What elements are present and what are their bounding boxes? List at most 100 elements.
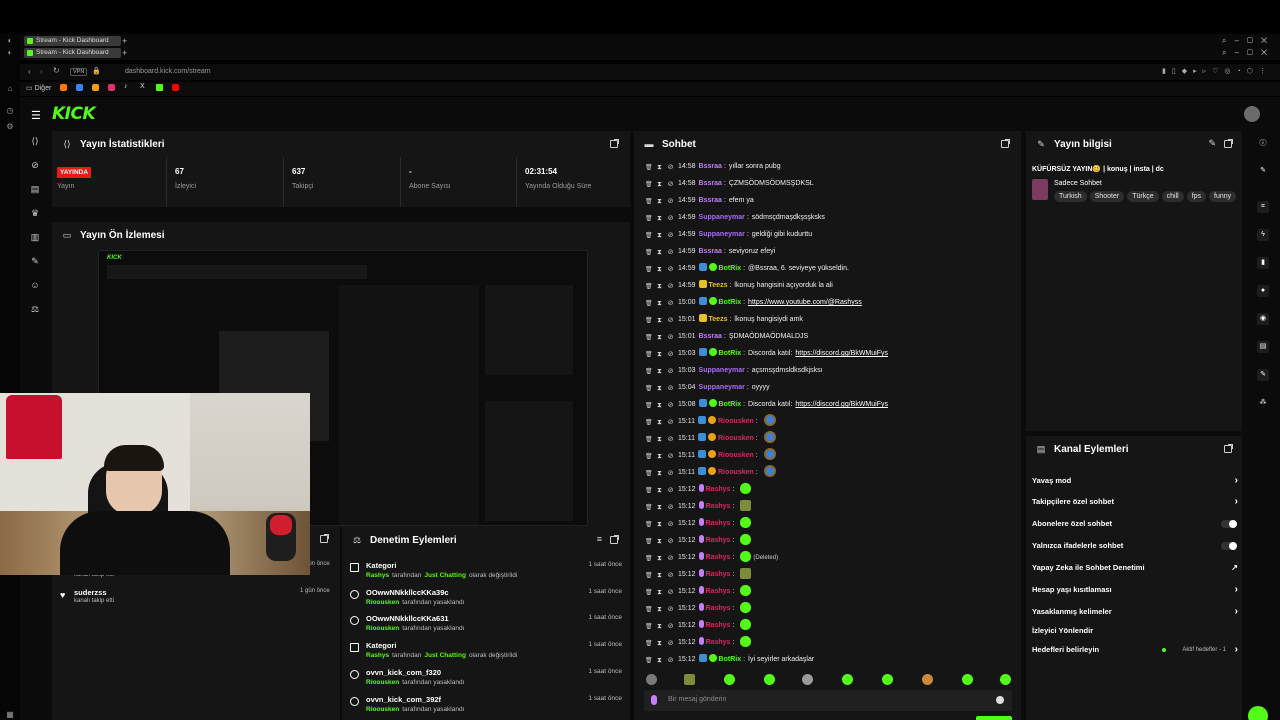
chat-input[interactable]: Bir mesaj gönderin xyxy=(644,690,1012,711)
delete-message-icon[interactable]: 🗑 xyxy=(645,590,653,596)
new-tab-icon[interactable]: + xyxy=(122,48,128,58)
delete-message-icon[interactable]: 🗑 xyxy=(645,454,653,460)
timeout-icon[interactable]: ⧗ xyxy=(657,470,662,477)
ban-icon[interactable]: ⊘ xyxy=(667,470,674,477)
emote-icon[interactable] xyxy=(802,674,813,685)
chat-username[interactable]: Bssraa xyxy=(698,163,722,170)
ban-icon[interactable]: ⊘ xyxy=(667,181,674,188)
moderator-name[interactable]: Rioousken xyxy=(366,625,400,632)
stream-tag[interactable]: funny xyxy=(1209,191,1237,202)
toolbar-icons[interactable]: ▮▯◆▸▹♡◎◔⬡⋮ xyxy=(1162,68,1272,75)
chat-username[interactable]: Rashys xyxy=(705,554,731,561)
ban-icon[interactable]: ⊘ xyxy=(667,606,674,613)
channel-action-row[interactable]: Abonelere özel sohbet xyxy=(1032,517,1240,531)
moderation-row[interactable]: ovvn_kick_com_392f Rioousken tarafından ya… xyxy=(350,695,625,720)
browser-logo-icon[interactable]: ◐ xyxy=(7,36,13,45)
stream-nav-icon[interactable]: ⟨⟩ xyxy=(31,136,39,146)
delete-message-icon[interactable]: 🗑 xyxy=(645,284,653,290)
timeout-icon[interactable]: ⧗ xyxy=(657,368,662,375)
chat-message[interactable]: 🗑 ⧗ ⊘ 14:59 Suppaneymar: geldiği gibi kudurtt… xyxy=(645,226,1015,243)
ban-icon[interactable]: ⊘ xyxy=(667,334,674,341)
chat-message[interactable]: 🗑 ⧗ ⊘ 15:01 Teezs: lkonuş hangisiydi amk xyxy=(645,311,1015,328)
history-icon[interactable]: ◷ xyxy=(6,106,14,115)
ban-icon[interactable]: ⊘ xyxy=(667,487,674,494)
delete-message-icon[interactable]: 🗑 xyxy=(645,403,653,409)
timeout-icon[interactable]: ⧗ xyxy=(657,657,662,664)
help-button[interactable] xyxy=(1248,706,1268,720)
emote-icon[interactable] xyxy=(646,674,657,685)
timeout-icon[interactable]: ⧗ xyxy=(657,555,662,562)
chevron-right-icon[interactable]: › xyxy=(1234,606,1238,617)
chat-username[interactable]: BotRix xyxy=(718,265,742,272)
url-text[interactable]: dashboard.kick.com/stream xyxy=(125,68,211,75)
chat-username[interactable]: Bssraa xyxy=(698,333,722,340)
chat-username[interactable]: Rashys xyxy=(705,486,731,493)
wrench-nav-icon[interactable]: ✎ xyxy=(31,256,39,266)
popout-icon[interactable] xyxy=(610,535,619,544)
hamburger-menu-icon[interactable]: ☰ xyxy=(31,110,41,122)
chat-message[interactable]: 🗑 ⧗ ⊘ 15:00 BotRix: https://www.youtube.com/@… xyxy=(645,294,1015,311)
delete-message-icon[interactable]: 🗑 xyxy=(645,352,653,358)
chat-username[interactable]: Suppaneymar xyxy=(698,367,745,374)
chat-message[interactable]: 🗑 ⧗ ⊘ 15:12 Rashys: xyxy=(645,600,1015,617)
ban-icon[interactable]: ⊘ xyxy=(667,215,674,222)
analytics-nav-icon[interactable]: ▤ xyxy=(30,184,40,194)
document-icon[interactable]: ▮ xyxy=(1257,257,1269,269)
edit-icon[interactable]: ✎ xyxy=(1260,167,1266,174)
kick-bookmark-icon[interactable] xyxy=(156,84,163,91)
ban-icon[interactable]: ⊘ xyxy=(667,300,674,307)
stream-tag[interactable]: chill xyxy=(1161,191,1184,202)
chat-username[interactable]: Rioousken xyxy=(718,469,754,476)
delete-message-icon[interactable]: 🗑 xyxy=(645,250,653,256)
ban-icon[interactable]: ⊘ xyxy=(667,436,674,443)
delete-message-icon[interactable]: 🗑 xyxy=(645,386,653,392)
ban-icon[interactable]: ⊘ xyxy=(667,623,674,630)
ban-icon[interactable]: ⊘ xyxy=(667,232,674,239)
chat-username[interactable]: Suppaneymar xyxy=(698,214,745,221)
home-icon[interactable]: ⌂ xyxy=(7,84,13,93)
channel-action-row[interactable]: Yasaklanmış kelimeler › xyxy=(1032,605,1240,619)
avatar[interactable] xyxy=(1244,106,1260,122)
ban-icon[interactable]: ⊘ xyxy=(667,555,674,562)
ban-icon[interactable]: ⊘ xyxy=(667,368,674,375)
stream-tag[interactable]: Türkçe xyxy=(1127,191,1159,202)
delete-message-icon[interactable]: 🗑 xyxy=(645,420,653,426)
timeout-icon[interactable]: ⧗ xyxy=(657,283,662,290)
delete-message-icon[interactable]: 🗑 xyxy=(645,607,653,613)
chat-message[interactable]: 🗑 ⧗ ⊘ 14:59 Bssraa: efem ya xyxy=(645,192,1015,209)
chat-message[interactable]: 🗑 ⧗ ⊘ 14:59 Bssraa: seviyoruz efeyi xyxy=(645,243,1015,260)
tiktok-icon[interactable]: ♪ xyxy=(124,83,128,90)
external-link-icon[interactable]: ↗ xyxy=(1231,563,1238,572)
broadcast-icon[interactable]: ◉ xyxy=(1257,313,1269,325)
ban-icon[interactable]: ⊘ xyxy=(667,385,674,392)
chat-message[interactable]: 🗑 ⧗ ⊘ 15:12 Rashys: (Deleted) xyxy=(645,549,1015,566)
chat-message[interactable]: 🗑 ⧗ ⊘ 15:12 Rashys: xyxy=(645,515,1015,532)
moderation-row[interactable]: Kategori Rashys tarafından Just Chatting ola… xyxy=(350,641,625,667)
chevron-right-icon[interactable]: › xyxy=(1234,475,1238,486)
new-tab-icon[interactable]: + xyxy=(122,36,128,46)
extensions-icon[interactable]: ▦ xyxy=(6,710,14,719)
delete-message-icon[interactable]: 🗑 xyxy=(645,488,653,494)
timeout-icon[interactable]: ⧗ xyxy=(657,589,662,596)
browser-tab[interactable]: Stream - Kick Dashboard xyxy=(24,48,121,58)
timeout-icon[interactable]: ⧗ xyxy=(657,232,662,239)
chat-message[interactable]: 🗑 ⧗ ⊘ 15:12 Rashys: xyxy=(645,498,1015,515)
chat-username[interactable]: Rashys xyxy=(705,639,731,646)
timeout-icon[interactable]: ⧗ xyxy=(657,181,662,188)
chat-username[interactable]: Rioousken xyxy=(718,418,754,425)
chat-message[interactable]: 🗑 ⧗ ⊘ 15:12 Rashys: xyxy=(645,634,1015,651)
chat-link[interactable]: https://www.youtube.com/@Rashyss xyxy=(748,299,862,306)
timeout-icon[interactable]: ⧗ xyxy=(657,436,662,443)
chat-username[interactable]: Rioousken xyxy=(718,452,754,459)
channel-action-row[interactable]: Hesap yaşı kısıtlaması › xyxy=(1032,583,1240,597)
browser-logo-icon[interactable]: ◐ xyxy=(7,48,13,57)
chat-username[interactable]: Rashys xyxy=(705,520,731,527)
channel-action-row[interactable]: Yavaş mod › xyxy=(1032,474,1240,488)
channel-action-row[interactable]: Yapay Zeka ile Sohbet Denetimi ↗ xyxy=(1032,561,1240,575)
chat-message[interactable]: 🗑 ⧗ ⊘ 15:11 Rioousken: xyxy=(645,464,1015,481)
chat-message[interactable]: 🗑 ⧗ ⊘ 14:58 Bssraa: yıllar sonra pubg xyxy=(645,158,1015,175)
wrench-icon[interactable]: ✎ xyxy=(1257,369,1269,381)
timeout-icon[interactable]: ⧗ xyxy=(657,317,662,324)
edit-icon[interactable]: ✎ xyxy=(1208,138,1216,148)
timeout-icon[interactable]: ⧗ xyxy=(657,164,662,171)
